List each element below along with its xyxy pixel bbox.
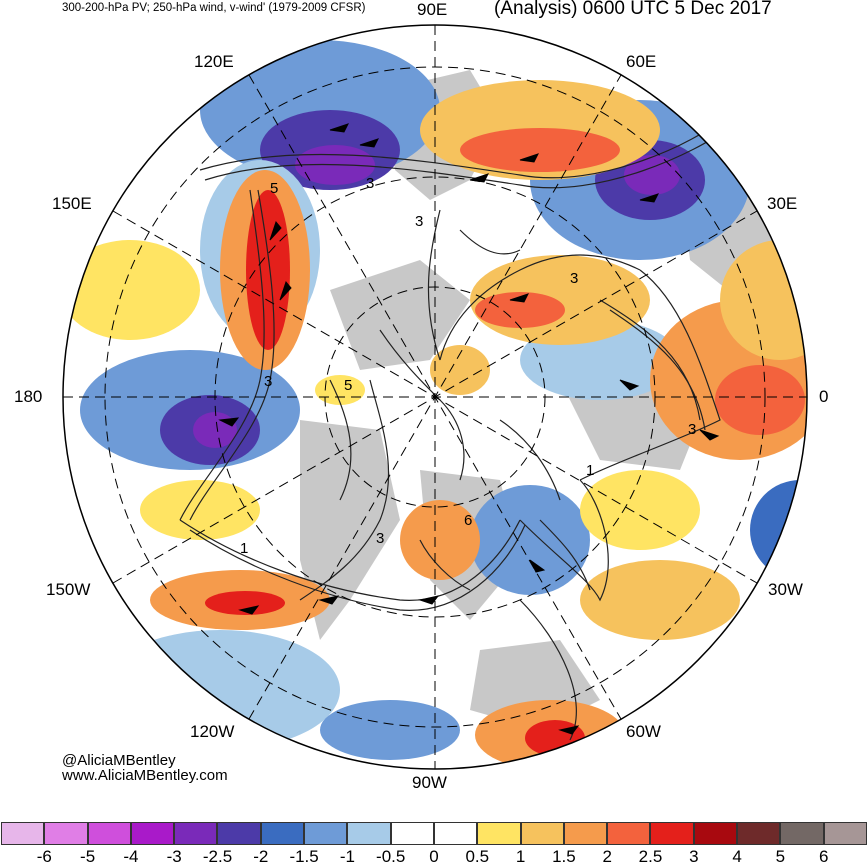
- credit-handle: @AliciaMBentley: [62, 752, 176, 769]
- colorbar-tick-label: -2: [253, 847, 269, 866]
- lon-label-30e: 30E: [767, 194, 798, 213]
- lon-label-120e: 120E: [194, 52, 234, 71]
- colorbar-swatch: [1, 822, 45, 845]
- contour-label: 3: [376, 530, 385, 547]
- colorbar-tick-label: 6: [818, 847, 829, 866]
- colorbar-tick-label: -6: [36, 847, 52, 866]
- lon-label-60w: 60W: [626, 722, 661, 741]
- colorbar-tick-label: 1.5: [552, 847, 576, 866]
- lon-label-180: 180: [14, 387, 43, 406]
- colorbar-swatch: [174, 822, 218, 845]
- colorbar-swatch: [304, 822, 348, 845]
- lon-label-0: 0: [819, 387, 829, 406]
- colorbar-tick-label: 3: [689, 847, 699, 866]
- colorbar-tick-label: -3: [166, 847, 182, 866]
- colorbar-swatches: [1, 822, 867, 845]
- lon-label-90e: 90E: [417, 0, 448, 19]
- analysis-time-title: (Analysis) 0600 UTC 5 Dec 2017: [494, 0, 772, 19]
- colorbar-tick-label: -1.5: [289, 847, 319, 866]
- colorbar-tick-label: -2.5: [202, 847, 233, 866]
- contour-label: 5: [344, 377, 353, 394]
- graticule: [63, 25, 807, 769]
- colorbar-swatch: [260, 822, 305, 845]
- lon-label-90w: 90W: [412, 773, 447, 792]
- lon-label-30w: 30W: [768, 580, 803, 599]
- colorbar-swatch: [693, 822, 738, 845]
- chart-subtitle: 300-200-hPa PV; 250-hPa wind, v-wind' (1…: [62, 2, 366, 14]
- colorbar-tick-label: -5: [80, 847, 96, 866]
- colorbar-swatch: [780, 822, 824, 845]
- colorbar-tick-label: 0.5: [465, 847, 490, 866]
- colorbar-swatch: [563, 822, 608, 845]
- lon-label-150e: 150E: [52, 194, 92, 213]
- colorbar-swatch: [737, 822, 781, 845]
- map-boundary: [62, 24, 808, 770]
- credit-website[interactable]: www.AliciaMBentley.com: [62, 767, 228, 784]
- colorbar-swatch: [650, 822, 694, 845]
- colorbar-swatch: [607, 822, 651, 845]
- colorbar-tick-label: 2.5: [638, 847, 663, 866]
- colorbar-tick-label: 0: [429, 847, 439, 866]
- colorbar-tick-label: 5: [775, 847, 786, 866]
- lon-label-150w: 150W: [46, 580, 91, 599]
- colorbar-tick-label: -1: [339, 847, 355, 866]
- colorbar-tick-label: 4: [732, 847, 742, 866]
- contour-label: 3: [688, 421, 697, 438]
- colorbar-swatch: [823, 822, 867, 845]
- colorbar-swatch: [477, 822, 521, 845]
- colorbar-swatch: [44, 822, 88, 845]
- contour-label: 5: [270, 180, 279, 197]
- contour-label: 3: [264, 373, 273, 390]
- colorbar-swatch: [87, 822, 131, 845]
- colorbar-swatch: [217, 822, 261, 845]
- contour-label: 3: [415, 213, 424, 230]
- contour-label: 1: [586, 462, 595, 479]
- colorbar-swatch: [520, 822, 564, 845]
- contour-label: 3: [570, 270, 579, 287]
- pv-anomaly-field: [63, 25, 807, 769]
- polar-map: [62, 24, 808, 770]
- colorbar-tick-label: 1: [515, 847, 526, 866]
- colorbar-swatch: [130, 822, 175, 845]
- lon-label-120w: 120W: [190, 722, 235, 741]
- colorbar-swatch: [347, 822, 391, 845]
- contour-label: 6: [464, 512, 473, 529]
- colorbar-swatch: [390, 822, 434, 845]
- contour-label: 1: [240, 540, 249, 557]
- colorbar: -6 -5 -4 -3 -2.5 -2 -1.5 -1 -0.5 0 0.5 1 1.5 2 2.5 3 4 5 6: [0, 820, 868, 866]
- colorbar-tick-label: -4: [123, 847, 139, 866]
- colorbar-swatch: [433, 822, 478, 845]
- colorbar-tick-label: -0.5: [376, 847, 406, 866]
- lon-label-60e: 60E: [626, 52, 657, 71]
- colorbar-tick-label: 2: [602, 847, 612, 866]
- contour-label: 3: [366, 175, 375, 192]
